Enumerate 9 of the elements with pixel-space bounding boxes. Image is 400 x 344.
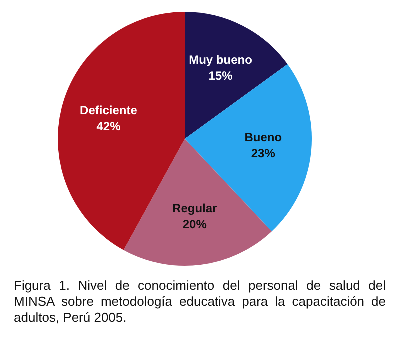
text: Figura 1. Nivel de conocimiento del personal de salud del MINSA sobre metodología educativa para la capacitación de adultos, Perú 2005. (14, 278, 386, 326)
data-label: 20% (182, 217, 208, 232)
data-label: 23% (251, 146, 276, 161)
slice-label: Deficiente (80, 104, 138, 118)
data-label: 15% (208, 69, 234, 84)
slice-label: Regular (172, 201, 218, 216)
slice-label: Bueno (244, 130, 282, 145)
data-label: 42% (96, 120, 122, 134)
slice-label: Muy bueno (189, 53, 252, 68)
